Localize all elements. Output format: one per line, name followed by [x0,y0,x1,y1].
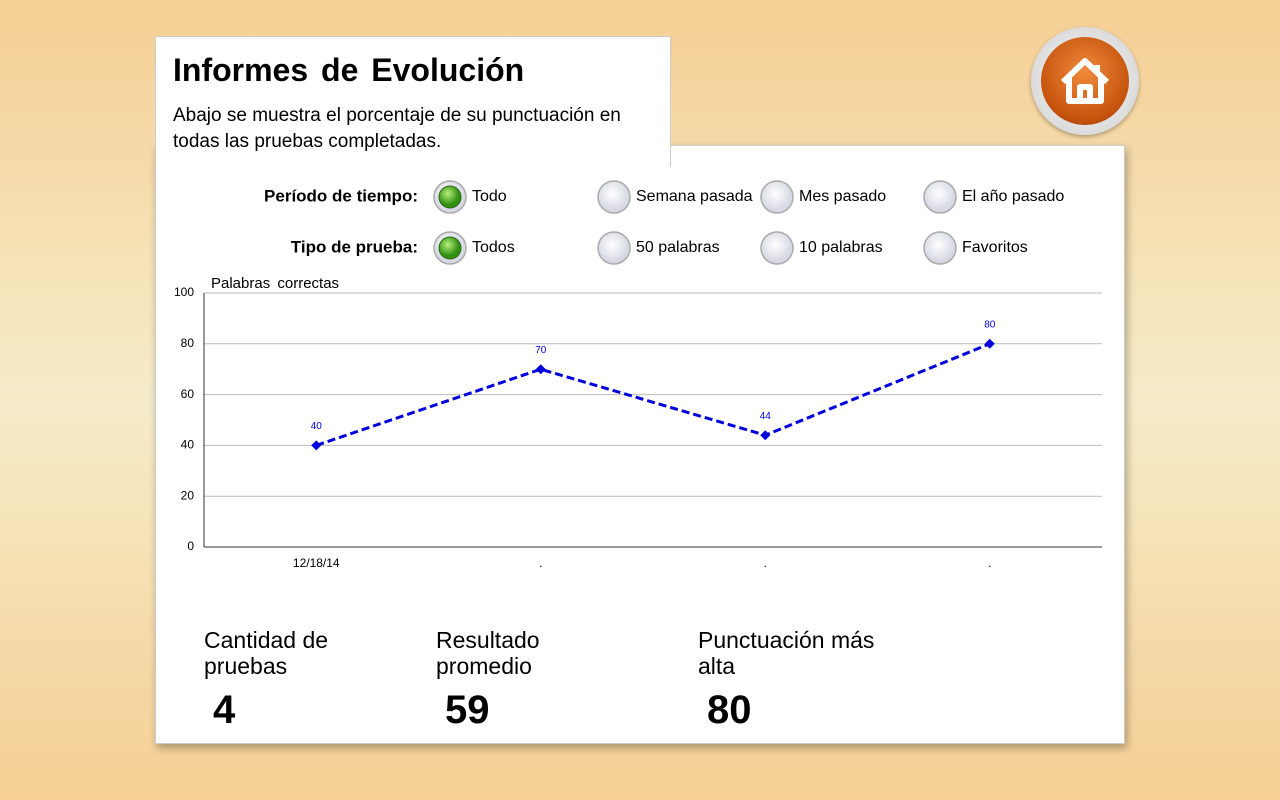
data-line [315,342,991,447]
data-point [984,338,995,349]
radio-label: Todos [472,239,515,256]
radio-label: Todo [472,188,507,205]
radio-label: El año pasado [962,188,1064,205]
radio-button [923,231,957,265]
radio-label: Mes pasado [799,188,886,205]
radio-option[interactable]: Favoritos [923,231,1028,265]
radio-option[interactable]: Semana pasada [597,180,753,214]
y-tick-label: 40 [181,438,195,452]
title: Informes de Evolución [173,52,525,88]
stat-label: Resultado promedio [436,627,540,679]
data-point [535,364,546,375]
radio-button [760,180,794,214]
data-point [311,440,322,451]
radio-option[interactable]: El año pasado [923,180,1064,214]
data-label: 70 [535,345,547,356]
y-tick-label: 20 [181,488,195,502]
stat-value: 4 [213,688,236,732]
data-label: 44 [760,411,772,422]
header-panel [155,36,671,167]
data-point [760,430,771,441]
home-icon [1060,58,1110,104]
x-tick-label: . [539,556,542,570]
radio-option[interactable]: Todos [433,231,515,265]
filter-label: Período de tiempo: [264,186,418,205]
radio-label: 10 palabras [799,239,883,256]
stat-value: 80 [707,688,752,732]
radio-option[interactable]: Mes pasado [760,180,886,214]
radio-label: Favoritos [962,239,1028,256]
stat-label: Cantidad de pruebas [204,627,329,679]
y-tick-label: 80 [181,336,195,350]
radio-option[interactable]: Todo [433,180,507,214]
radio-button [923,180,957,214]
radio-button [760,231,794,265]
home-button[interactable] [1031,27,1139,135]
description: Abajo se muestra el porcentaje de su pun… [173,105,621,152]
home-icon-bg [1041,37,1129,125]
radio-option[interactable]: 50 palabras [597,231,720,265]
filter-label: Tipo de prueba: [291,237,418,256]
x-tick-label: . [764,556,767,570]
radio-selected [438,185,462,209]
radio-option[interactable]: 10 palabras [760,231,883,265]
radio-label: Semana pasada [636,188,753,205]
radio-button [597,180,631,214]
radio-selected [438,236,462,260]
data-label: 80 [984,319,996,330]
x-tick-label: 12/18/14 [293,556,340,570]
data-label: 40 [311,421,323,432]
stat-value: 59 [445,688,490,732]
y-tick-label: 0 [187,539,194,553]
y-axis-label: Palabras correctas [211,275,339,292]
x-tick-label: . [988,556,991,570]
y-tick-label: 100 [174,285,194,299]
y-tick-label: 60 [181,387,195,401]
radio-label: 50 palabras [636,239,720,256]
radio-button [597,231,631,265]
stat-label: Punctuación más alta [698,627,875,679]
